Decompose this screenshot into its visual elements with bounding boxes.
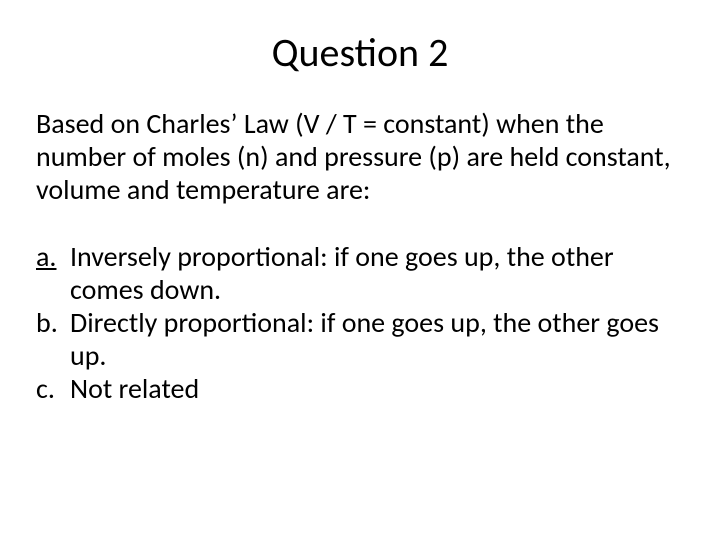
answer-options: a. Inversely proportional: if one goes u…	[36, 240, 684, 405]
option-c: c. Not related	[36, 372, 684, 405]
question-title: Question 2	[36, 28, 684, 77]
question-prompt: Based on Charles’ Law (V / T = constant)…	[36, 107, 684, 206]
option-c-letter: c.	[36, 372, 70, 405]
option-b: b. Directly proportional: if one goes up…	[36, 306, 684, 372]
slide: Question 2 Based on Charles’ Law (V / T …	[0, 0, 720, 540]
option-a-text: Inversely proportional: if one goes up, …	[70, 240, 684, 306]
option-a-letter: a.	[36, 240, 70, 273]
option-c-text: Not related	[70, 372, 684, 405]
option-b-letter: b.	[36, 306, 70, 339]
option-a: a. Inversely proportional: if one goes u…	[36, 240, 684, 306]
option-b-text: Directly proportional: if one goes up, t…	[70, 306, 684, 372]
